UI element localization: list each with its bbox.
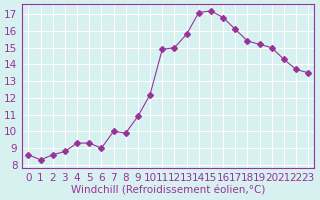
X-axis label: Windchill (Refroidissement éolien,°C): Windchill (Refroidissement éolien,°C) [71,186,266,196]
